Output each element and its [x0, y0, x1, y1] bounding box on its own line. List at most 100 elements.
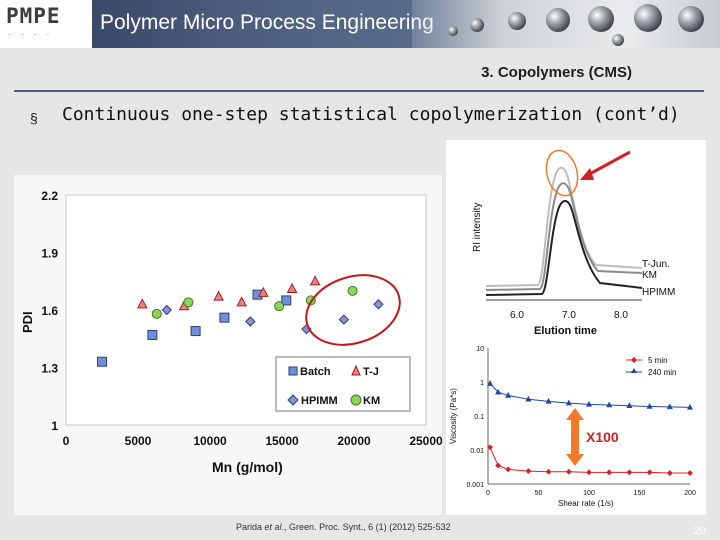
pdi-point-t-j — [309, 275, 321, 286]
viscosity-chart-panel: 10 1 0.1 0.01 0.001 0 50 100 150 200 Viscosity (P… — [446, 340, 706, 515]
page-number: 20 — [693, 525, 706, 537]
gpc-label-km: KM — [642, 270, 657, 281]
pdi-point-batch — [97, 356, 107, 367]
gpc-label-hpimm: HPIMM — [642, 287, 675, 298]
bullet-icon: § — [30, 110, 38, 126]
pdi-xlabel: Mn (g/mol) — [212, 459, 283, 475]
visc-point — [606, 401, 613, 408]
logo-text: PMPE — [6, 4, 61, 28]
visc-point — [545, 468, 552, 475]
pdi-point-hpimm — [338, 314, 350, 325]
pdi-point-t-j — [213, 290, 224, 301]
pdi-point-km — [151, 308, 162, 319]
droplet-icon — [470, 18, 484, 32]
visc-point — [495, 388, 502, 395]
visc-xlabel: Shear rate (1/s) — [558, 499, 614, 508]
gpc-xlabel: Elution time — [534, 325, 597, 337]
pdi-point-t-j — [257, 286, 269, 297]
legend-circle-icon — [350, 394, 362, 406]
legend-batch: Batch — [300, 366, 331, 378]
pdi-points — [97, 275, 384, 367]
gpc-chart: RI intensity T-Jun. KM HPIMM 6.0 7.0 8.0… — [472, 149, 675, 337]
pdi-point-km — [183, 297, 194, 308]
visc-point — [495, 462, 502, 469]
visc-ytick-label: 0.01 — [470, 448, 484, 455]
visc-xtick-label: 100 — [583, 490, 595, 497]
citation: Parida et al., Green. Proc. Synt., 6 (1)… — [236, 522, 451, 532]
visc-point — [486, 380, 494, 386]
highlight-ellipse — [305, 274, 401, 346]
pdi-point-km — [347, 285, 358, 296]
visc-point — [565, 399, 572, 406]
citation-rest: ., Green. Proc. Synt., 6 (1) (2012) 525-… — [281, 522, 451, 532]
visc-point — [505, 466, 512, 473]
legend-hpimm: HPIMM — [301, 395, 338, 407]
pdi-xtick-label: 5000 — [125, 434, 152, 448]
pdi-point-hpimm — [245, 316, 256, 327]
visc-point — [487, 444, 493, 451]
visc-point — [646, 469, 653, 476]
droplet-icon — [546, 8, 570, 32]
pdi-point-batch — [219, 312, 230, 323]
peak-highlight-ellipse — [545, 149, 579, 197]
gpc-curve-tjun — [485, 166, 643, 287]
title-divider — [14, 90, 704, 92]
visc-xtick-label: 0 — [486, 490, 490, 497]
scale-annotation: X100 — [586, 429, 619, 445]
pdi-point-hpimm — [161, 304, 173, 316]
visc-point — [525, 395, 532, 402]
pdi-ytick-label: 2.2 — [41, 189, 58, 203]
visc-point — [686, 403, 694, 410]
visc-point — [525, 468, 532, 474]
legend-box — [275, 356, 411, 412]
pdi-point-t-j — [286, 282, 298, 294]
visc-series-line — [489, 383, 691, 408]
visc-ylabel: Viscosity (Pa*s) — [449, 388, 458, 444]
citation-author: Parida — [236, 522, 265, 532]
pdi-ytick-label: 1.6 — [41, 304, 58, 318]
gpc-curve-km — [485, 182, 643, 291]
section-title: 3. Copolymers (CMS) — [481, 64, 632, 81]
droplet-icon — [678, 6, 704, 32]
gpc-xtick: 6.0 — [510, 310, 524, 321]
visc-ytick-label: 1 — [480, 380, 484, 387]
arrow-up-icon — [566, 408, 584, 420]
visc-xtick-label: 200 — [684, 490, 696, 497]
legend-km: KM — [363, 395, 380, 407]
pdi-point-t-j — [236, 296, 248, 307]
citation-etal: et al — [264, 522, 282, 532]
visc-series-line — [489, 447, 690, 474]
pdi-ytick-label: 1.9 — [41, 247, 58, 261]
banner-title: Polymer Micro Process Engineering — [100, 11, 434, 34]
legend-tj: T-J — [363, 366, 379, 378]
droplet-icon — [448, 26, 458, 36]
visc-legend: 5 min 240 min — [626, 356, 676, 377]
pdi-xtick-label: 25000 — [409, 434, 442, 448]
legend-square-icon — [288, 366, 298, 376]
gpc-ylabel: RI intensity — [472, 203, 483, 252]
arrow-head-icon — [580, 168, 594, 180]
droplet-icon — [508, 12, 526, 30]
pdi-xtick-label: 20000 — [337, 434, 371, 448]
banner-droplets-image — [412, 0, 720, 48]
gpc-curve-hpimm — [485, 200, 643, 296]
pdi-ytick-label: 1.3 — [41, 362, 58, 376]
visc-point — [606, 469, 613, 476]
visc-point — [585, 400, 593, 407]
logo-subtext: · · · · — [8, 30, 54, 39]
droplet-icon — [634, 4, 662, 32]
visc-ytick-label: 0.001 — [466, 482, 484, 489]
visc-point — [626, 469, 633, 476]
pdi-ytick-label: 1 — [51, 419, 58, 433]
pdi-xtick-label: 0 — [63, 434, 70, 448]
pdi-point-batch — [190, 326, 201, 337]
legend-triangle-icon — [351, 364, 361, 376]
pdi-ylabel: PDI — [20, 311, 35, 333]
header-banner: PMPE · · · · Polymer Micro Process Engin… — [0, 0, 720, 48]
pdi-point-hpimm — [373, 299, 384, 310]
visc-point — [666, 403, 673, 410]
gpc-xtick: 7.0 — [562, 310, 576, 321]
